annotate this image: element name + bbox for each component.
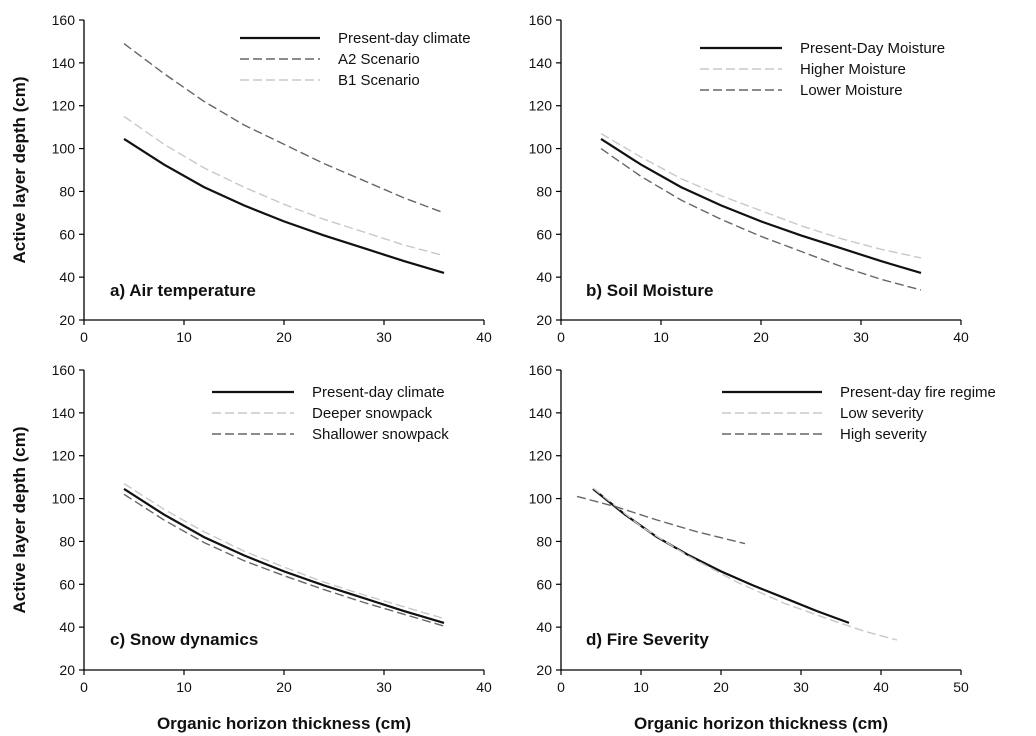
legend-label-3: High severity: [840, 426, 927, 443]
y-tick-label: 80: [59, 533, 75, 549]
y-tick-label: 140: [52, 405, 76, 421]
x-tick-label: 0: [80, 679, 88, 695]
series-line-3: [600, 148, 922, 291]
series-line-2: [123, 43, 445, 214]
legend-label-2: A2 Scenario: [338, 51, 420, 68]
legend-label-3: Lower Moisture: [800, 82, 903, 99]
legend-label-3: Shallower snowpack: [312, 426, 449, 443]
x-tick-label: 40: [476, 679, 492, 695]
x-tick-label: 20: [276, 329, 292, 345]
chart-panel-1: 20 40 60 80 100 120 140 160 0 10 20 30 40 Present-day…: [52, 12, 492, 345]
legend-label-2: Low severity: [840, 405, 924, 422]
x-tick-label: 50: [953, 679, 969, 695]
x-tick-label: 30: [793, 679, 809, 695]
x-tick-label: 10: [653, 329, 669, 345]
series-line-2: [592, 487, 898, 641]
x-tick-label: 40: [476, 329, 492, 345]
y-tick-label: 40: [59, 269, 75, 285]
series-line-1: [592, 488, 850, 624]
x-tick-label: 20: [276, 679, 292, 695]
y-tick-label: 40: [536, 269, 552, 285]
y-tick-label: 100: [529, 141, 553, 157]
y-tick-label: 140: [52, 55, 76, 71]
series-line-1: [123, 137, 445, 274]
x-tick-label: 10: [633, 679, 649, 695]
y-tick-label: 160: [529, 362, 553, 378]
x-tick-label: 0: [557, 679, 565, 695]
y-tick-label: 20: [59, 662, 75, 678]
y-tick-label: 80: [59, 183, 75, 199]
y-tick-label: 100: [52, 491, 76, 507]
y-axis-title-bottom: Active layer depth (cm): [10, 426, 29, 613]
x-tick-label: 40: [873, 679, 889, 695]
legend-label-2: Higher Moisture: [800, 61, 906, 78]
series-line-1: [123, 487, 445, 624]
panel-label: b) Soil Moisture: [586, 281, 714, 300]
y-tick-label: 120: [529, 448, 553, 464]
y-tick-label: 20: [536, 662, 552, 678]
series-line-3: [123, 493, 445, 627]
legend-label-1: Present-day climate: [338, 30, 471, 47]
y-tick-label: 100: [529, 491, 553, 507]
y-tick-label: 80: [536, 533, 552, 549]
y-tick-label: 120: [529, 98, 553, 114]
y-tick-label: 40: [59, 619, 75, 635]
y-tick-label: 120: [52, 448, 76, 464]
y-tick-label: 120: [52, 98, 76, 114]
legend-label-3: B1 Scenario: [338, 72, 420, 89]
y-tick-label: 60: [59, 576, 75, 592]
y-tick-label: 140: [529, 405, 553, 421]
chart-panel-2: 20 40 60 80 100 120 140 160 0 10 20 30 40 Present-Day…: [529, 12, 969, 345]
x-tick-label: 20: [713, 679, 729, 695]
x-axis-title-right: Organic horizon thickness (cm): [634, 714, 888, 733]
x-tick-label: 30: [376, 679, 392, 695]
y-tick-label: 20: [536, 312, 552, 328]
panel-label: a) Air temperature: [110, 281, 256, 300]
y-tick-label: 40: [536, 619, 552, 635]
y-tick-label: 160: [52, 12, 76, 28]
y-tick-label: 80: [536, 183, 552, 199]
y-tick-label: 160: [52, 362, 76, 378]
y-tick-label: 160: [529, 12, 553, 28]
x-tick-label: 40: [953, 329, 969, 345]
legend-label-1: Present-day climate: [312, 384, 445, 401]
legend-label-2: Deeper snowpack: [312, 405, 433, 422]
panel-label: c) Snow dynamics: [110, 630, 258, 649]
chart-panel-4: 20 40 60 80 100 120 140 160 0 10 20 30 40 50 Present-d…: [529, 362, 996, 695]
x-tick-label: 10: [176, 679, 192, 695]
y-tick-label: 60: [59, 226, 75, 242]
x-tick-label: 30: [853, 329, 869, 345]
legend-label-1: Present-Day Moisture: [800, 40, 945, 57]
series-line-3: [576, 495, 746, 545]
x-tick-label: 20: [753, 329, 769, 345]
legend-label-1: Present-day fire regime: [840, 384, 996, 401]
panel-label: d) Fire Severity: [586, 630, 709, 649]
y-tick-label: 60: [536, 576, 552, 592]
series-line-3: [123, 115, 445, 257]
series-line-2: [123, 483, 445, 620]
x-tick-label: 0: [80, 329, 88, 345]
series-line-1: [600, 137, 922, 274]
x-axis-title-left: Organic horizon thickness (cm): [157, 714, 411, 733]
chart-panel-3: 20 40 60 80 100 120 140 160 0 10 20 30 40 Present-day…: [52, 362, 492, 695]
y-tick-label: 100: [52, 141, 76, 157]
series-line-2: [600, 132, 922, 259]
x-tick-label: 30: [376, 329, 392, 345]
x-tick-label: 10: [176, 329, 192, 345]
y-tick-label: 60: [536, 226, 552, 242]
y-tick-label: 20: [59, 312, 75, 328]
x-tick-label: 0: [557, 329, 565, 345]
y-tick-label: 140: [529, 55, 553, 71]
y-axis-title-top: Active layer depth (cm): [10, 76, 29, 263]
